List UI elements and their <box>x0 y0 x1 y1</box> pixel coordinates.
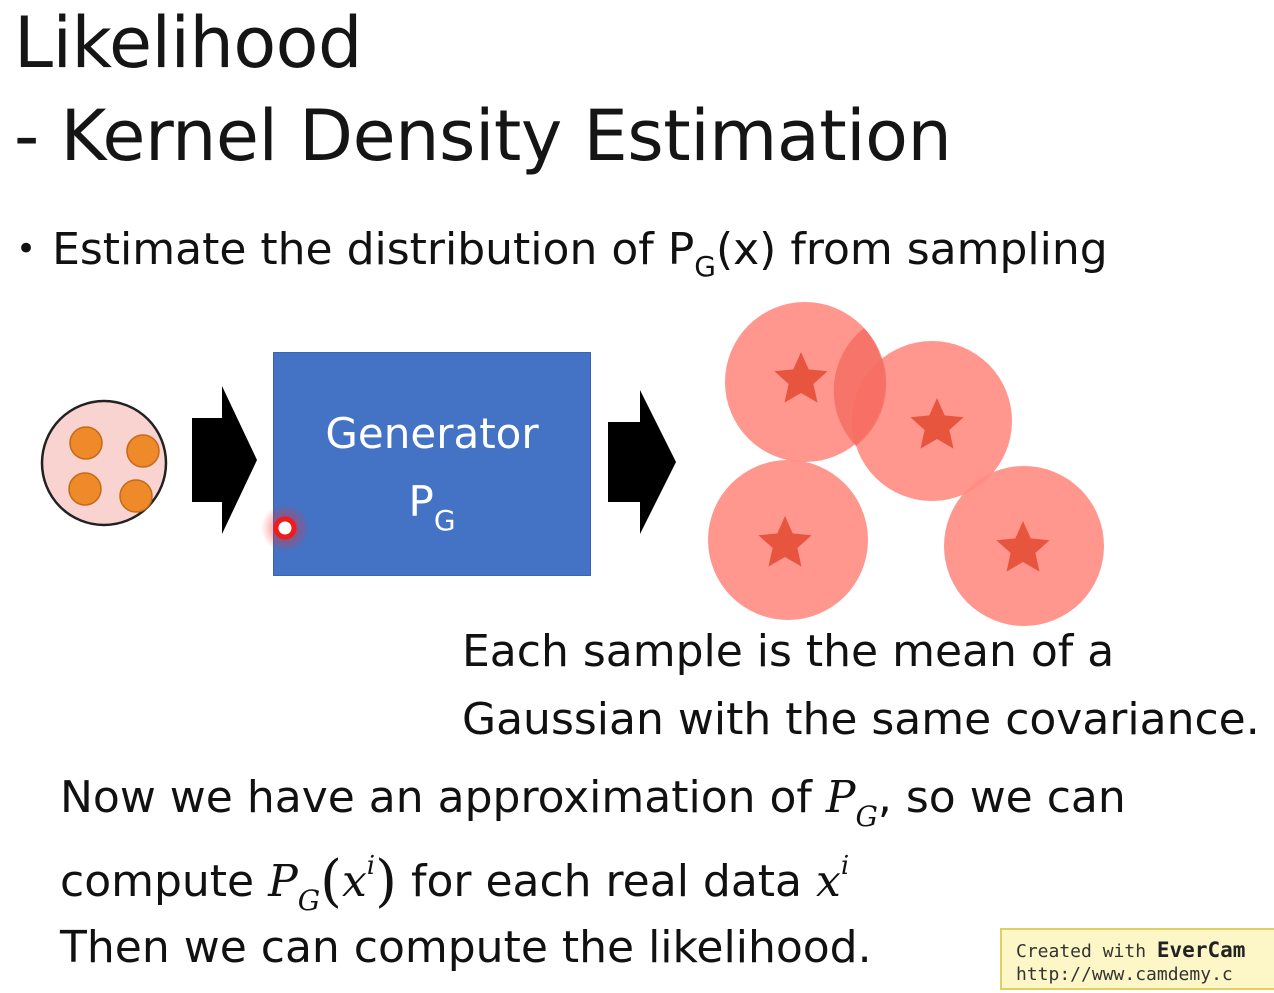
bullet-text-sub: G <box>694 250 716 283</box>
slide-title-line1: Likelihood <box>14 2 362 84</box>
text: compute <box>60 856 269 907</box>
star-icon <box>774 352 828 403</box>
bullet-dot: • <box>16 229 37 269</box>
star-icon <box>910 398 964 449</box>
text: for each real data <box>396 856 816 907</box>
evercam-watermark: Created with EverCam http://www.camdemy.… <box>1000 928 1274 990</box>
math-xi: xi <box>816 851 850 907</box>
star-icon <box>996 521 1050 572</box>
slide-title-line2: - Kernel Density Estimation <box>14 95 952 177</box>
star-icon <box>758 516 812 567</box>
generator-box: Generator PG <box>273 352 591 576</box>
watermark-created-with: Created with EverCam <box>1016 938 1246 962</box>
bullet-text-pre: Estimate the distribution of P <box>52 224 695 275</box>
sample-stars <box>758 352 1050 572</box>
bullet-text-post: (x) from sampling <box>715 224 1108 275</box>
text: Now we have an approximation of <box>60 772 826 823</box>
text: , so we can <box>877 772 1126 823</box>
bullet-estimate-distribution: • Estimate the distribution of PG(x) from… <box>16 228 1108 281</box>
gaussian-kernels <box>708 302 1104 626</box>
noise-input-icon <box>40 399 168 527</box>
math-pg: PG <box>825 772 878 833</box>
watermark-url: http://www.camdemy.c <box>1016 964 1233 985</box>
arrow-right-icon <box>192 386 257 534</box>
kernel-caption-line2: Gaussian with the same covariance. <box>462 694 1260 745</box>
arrow-right-icon <box>608 390 676 534</box>
generator-label: Generator <box>325 409 539 458</box>
math-pg-xi: PG(xi) <box>268 849 397 917</box>
compute-line: compute PG(xi) for each real data xi <box>60 849 850 917</box>
likelihood-line: Then we can compute the likelihood. <box>60 922 872 973</box>
kernel-caption-line1: Each sample is the mean of a <box>462 626 1115 677</box>
generator-symbol: PG <box>408 477 456 537</box>
approximation-line: Now we have an approximation of PG, so w… <box>60 776 1126 831</box>
